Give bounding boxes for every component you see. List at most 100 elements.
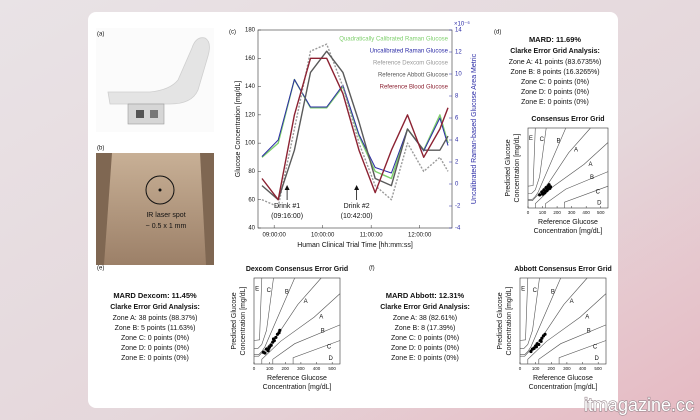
zone-boundary [254,277,274,349]
figure-card [88,12,618,408]
zone-stat: Zone C: 0 points (0%) [521,79,589,86]
y-axis-title: Concentration [mg/dL] [514,134,521,203]
annotation-text: Drink #1 [274,203,300,210]
y-axis-title: Predicted Glucose [505,139,512,196]
data-point [269,343,273,347]
x-tick-label: 0 [519,366,522,371]
zone-label: B [321,329,325,335]
y-axis-title: Glucose Concentration [mg/dL] [235,81,242,178]
x-tick-label: 200 [548,366,556,371]
zone-stat: Zone D: 0 points (0%) [121,345,189,352]
grid-title: Abbott Consensus Error Grid [514,266,612,273]
zone-stat: Zone E: 0 points (0%) [121,355,189,362]
data-point [263,351,267,355]
y-axis-title: Concentration [mg/dL] [506,287,513,356]
data-point [534,345,539,349]
zone-label: A [589,162,593,168]
series-line [261,79,449,174]
data-point [274,335,278,340]
x-tick-label: 0 [527,210,530,215]
y-tick-label: 100 [245,141,256,147]
data-point [532,346,536,350]
x-tick-label: 500 [594,366,602,371]
data-point [267,346,271,350]
zone-label: A [574,147,578,153]
zone-label: B [285,290,289,296]
zone-stat: Zone E: 0 points (0%) [521,99,589,106]
x-tick-label: 10:00:00 [311,233,335,239]
zone-stat: Zone C: 0 points (0%) [121,335,189,342]
panel-label: (f) [369,266,375,272]
x-tick-label: 400 [579,366,587,371]
y-tick-label: 80 [248,169,255,175]
y-tick-label: 60 [248,197,255,203]
x-axis-title: Concentration [mg/dL] [534,228,603,235]
x-tick-label: 100 [539,210,547,215]
zone-boundary [520,277,540,349]
annotation-text: Drink #2 [344,203,370,210]
series-line [261,57,449,201]
clarke-heading: Clarke Error Grid Analysis: [510,48,600,55]
zone-stat: Zone B: 8 (17.39%) [395,325,456,332]
y2-tick-label: -2 [455,204,461,210]
watermark: itmagazine.cc [584,395,694,415]
zone-label: C [540,137,545,143]
zone-label: C [327,344,332,350]
panel-label: (e) [97,266,104,272]
plot-frame [519,277,607,365]
zone-boundary [545,171,609,208]
data-point [543,332,547,336]
data-point [543,191,547,195]
zone-stat: Zone D: 0 points (0%) [391,345,459,352]
mard: MARD Dexcom: 11.45% [113,291,197,300]
zone-boundary [534,142,609,208]
zone-boundary [564,185,609,208]
y-axis-title: Concentration [mg/dL] [240,287,247,356]
x-tick-label: 11:00:00 [360,233,384,239]
x-axis-title: Concentration [mg/dL] [529,384,598,391]
zone-boundary [520,277,561,355]
x-axis-title: Reference Glucose [533,375,593,382]
zone-boundary [261,293,341,364]
annotation-text: (10:42:00) [341,213,373,220]
annotation-arrowhead [354,185,360,190]
legend-entry: Quadratically Calibrated Raman Glucose [339,37,448,43]
zone-label: A [570,299,574,305]
y2-tick-label: 12 [455,50,462,56]
data-point [271,337,276,341]
grid-title: Consensus Error Grid [531,116,604,123]
x-tick-label: 500 [328,366,336,371]
x-tick-label: 200 [282,366,290,371]
y-tick-label: 160 [245,56,256,62]
zone-boundary [292,340,341,364]
zone-stat: Zone A: 38 (82.61%) [393,315,457,322]
zone-stat: Zone B: 8 points (16.3265%) [510,69,599,76]
data-point [538,193,542,197]
zone-label: C [593,344,598,350]
zone-label: B [587,329,591,335]
zone-boundary [558,340,607,364]
zone-label: B [590,175,594,181]
photo-a [96,28,214,132]
data-point [547,183,551,187]
legend-entry: Uncalibrated Raman Glucose [370,49,449,55]
y-tick-label: 140 [245,84,256,90]
legend-entry: Reference Dexcom Glucose [373,61,449,67]
panel-label: (d) [494,30,501,36]
zone-stat: Zone A: 38 points (88.37%) [113,315,198,322]
y2-tick-label: 8 [455,94,459,100]
zone-boundary [528,127,547,194]
zone-boundary [527,127,536,187]
x-tick-label: 0 [253,366,256,371]
x-tick-label: 12:00:00 [408,233,432,239]
y-axis-title: Predicted Glucose [231,292,238,349]
x-tick-label: 400 [313,366,321,371]
y2-axis-title: Uncalibrated Raman-based Glucose Area Me… [471,53,478,204]
x-tick-label: 100 [532,366,540,371]
zone-label: D [328,356,333,362]
zone-label: E [255,287,259,293]
zone-label: D [597,200,602,206]
y-axis-title: Predicted Glucose [497,292,504,349]
